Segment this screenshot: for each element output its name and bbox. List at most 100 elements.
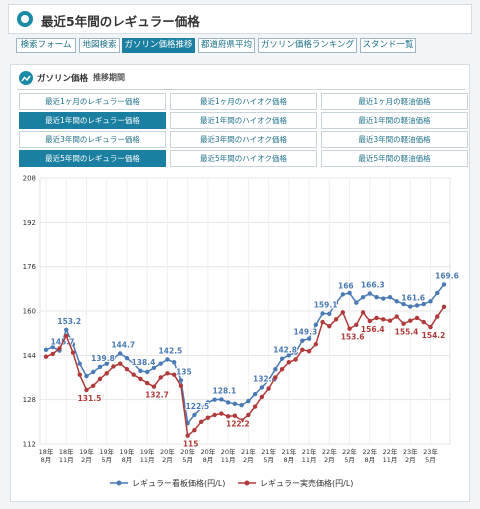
data-point xyxy=(428,299,433,304)
nav-tab[interactable]: 都道府県平均 xyxy=(198,38,255,53)
data-point xyxy=(313,342,319,347)
period-button[interactable]: 最近3年間のレギュラー価格 xyxy=(19,131,166,148)
data-point xyxy=(232,413,238,418)
data-point xyxy=(124,355,130,361)
data-point xyxy=(441,282,447,287)
data-point xyxy=(198,405,204,411)
data-label: 144.7 xyxy=(111,340,135,349)
data-point xyxy=(360,310,366,315)
data-point xyxy=(165,371,170,376)
data-point xyxy=(144,380,150,386)
data-point xyxy=(367,291,372,296)
data-label: 131.5 xyxy=(78,394,102,403)
data-point xyxy=(104,361,109,366)
data-point xyxy=(158,375,163,380)
data-point xyxy=(340,292,346,297)
period-button[interactable]: 最近5年間のハイオク価格 xyxy=(170,150,317,167)
period-button[interactable]: 最近1ヶ月の軽油価格 xyxy=(321,93,468,110)
data-point xyxy=(401,321,406,326)
data-label: 128.1 xyxy=(213,386,237,395)
data-point xyxy=(77,372,82,377)
data-point xyxy=(111,355,116,361)
y-tick-label: 208 xyxy=(23,175,36,183)
data-point xyxy=(124,366,130,372)
data-label: 135 xyxy=(176,367,192,376)
y-tick-label: 160 xyxy=(23,308,36,316)
data-point xyxy=(70,342,76,347)
data-point xyxy=(77,361,82,366)
period-button[interactable]: 最近1年間の軽油価格 xyxy=(321,112,468,129)
nav-tab[interactable]: 地図検索 xyxy=(79,38,120,53)
data-point xyxy=(50,344,55,350)
data-point xyxy=(327,311,332,316)
x-tick-label: 19年 2月 xyxy=(79,448,94,464)
data-point xyxy=(374,315,379,321)
data-label: 166 xyxy=(338,281,354,290)
x-tick-label: 19年 5月 xyxy=(99,448,115,464)
data-point xyxy=(138,368,143,374)
nav-tab[interactable]: スタンド一覧 xyxy=(360,38,416,53)
data-point xyxy=(64,327,69,333)
data-point xyxy=(306,348,312,354)
data-point xyxy=(104,371,109,376)
data-point xyxy=(185,433,190,438)
x-tick-label: 22年 2月 xyxy=(321,448,337,464)
data-point xyxy=(300,347,305,352)
nav-tab[interactable]: 検索フォーム xyxy=(16,38,76,53)
data-point xyxy=(279,356,285,361)
nav-tab[interactable]: ガソリン価格ランキング xyxy=(258,38,357,53)
data-point xyxy=(374,294,379,300)
panel-rule xyxy=(17,89,465,90)
data-point xyxy=(64,333,69,339)
data-point xyxy=(205,400,211,405)
data-point xyxy=(381,296,386,301)
data-point xyxy=(84,373,89,379)
data-point xyxy=(306,336,312,341)
data-point xyxy=(273,375,278,380)
data-label: 149.3 xyxy=(293,328,317,337)
data-point xyxy=(360,294,366,300)
data-point xyxy=(333,317,339,322)
data-point xyxy=(212,412,217,418)
data-point xyxy=(347,326,352,331)
x-tick-label: 18年 8月 xyxy=(38,448,54,464)
data-point xyxy=(232,401,238,407)
legend-swatch xyxy=(238,480,256,486)
data-point xyxy=(84,387,89,393)
data-point xyxy=(252,391,258,397)
data-point xyxy=(151,365,157,371)
data-point xyxy=(131,361,136,366)
data-label: 122.5 xyxy=(186,402,210,411)
x-tick-label: 21年 8月 xyxy=(281,448,297,464)
period-button[interactable]: 最近1ヶ月のハイオク価格 xyxy=(170,93,317,110)
data-point xyxy=(387,294,393,300)
data-point xyxy=(239,418,244,423)
period-button[interactable]: 最近3年間の軽油価格 xyxy=(321,131,468,148)
period-button[interactable]: 最近5年間のレギュラー価格 xyxy=(19,150,166,167)
data-point xyxy=(165,357,170,362)
data-point xyxy=(70,350,76,355)
period-button[interactable]: 最近3年間のハイオク価格 xyxy=(170,131,317,148)
data-point xyxy=(367,318,372,324)
data-point xyxy=(97,364,103,370)
period-button[interactable]: 最近1年間のハイオク価格 xyxy=(170,112,317,129)
data-label: 132.7 xyxy=(145,391,169,400)
data-point xyxy=(158,361,163,366)
period-button[interactable]: 最近1ヶ月のレギュラー価格 xyxy=(19,93,166,110)
x-tick-label: 20年 11月 xyxy=(220,448,236,464)
period-button[interactable]: 最近5年間の軽油価格 xyxy=(321,150,468,167)
x-tick-label: 22年 11月 xyxy=(382,448,398,464)
data-label: 153.2 xyxy=(57,317,81,326)
nav-tab[interactable]: ガソリン価格推移 xyxy=(122,38,195,53)
data-point xyxy=(320,311,325,316)
data-label: 153.6 xyxy=(341,333,365,342)
data-point xyxy=(91,369,96,375)
period-button[interactable]: 最近1年間のレギュラー価格 xyxy=(19,112,166,129)
data-label: 169.6 xyxy=(435,271,459,280)
y-tick-label: 144 xyxy=(23,352,37,360)
data-point xyxy=(225,400,231,405)
data-point xyxy=(118,351,123,356)
data-point xyxy=(259,385,265,390)
data-point xyxy=(401,301,406,307)
legend-label: レギュラー看板価格(円/L) xyxy=(132,479,226,488)
